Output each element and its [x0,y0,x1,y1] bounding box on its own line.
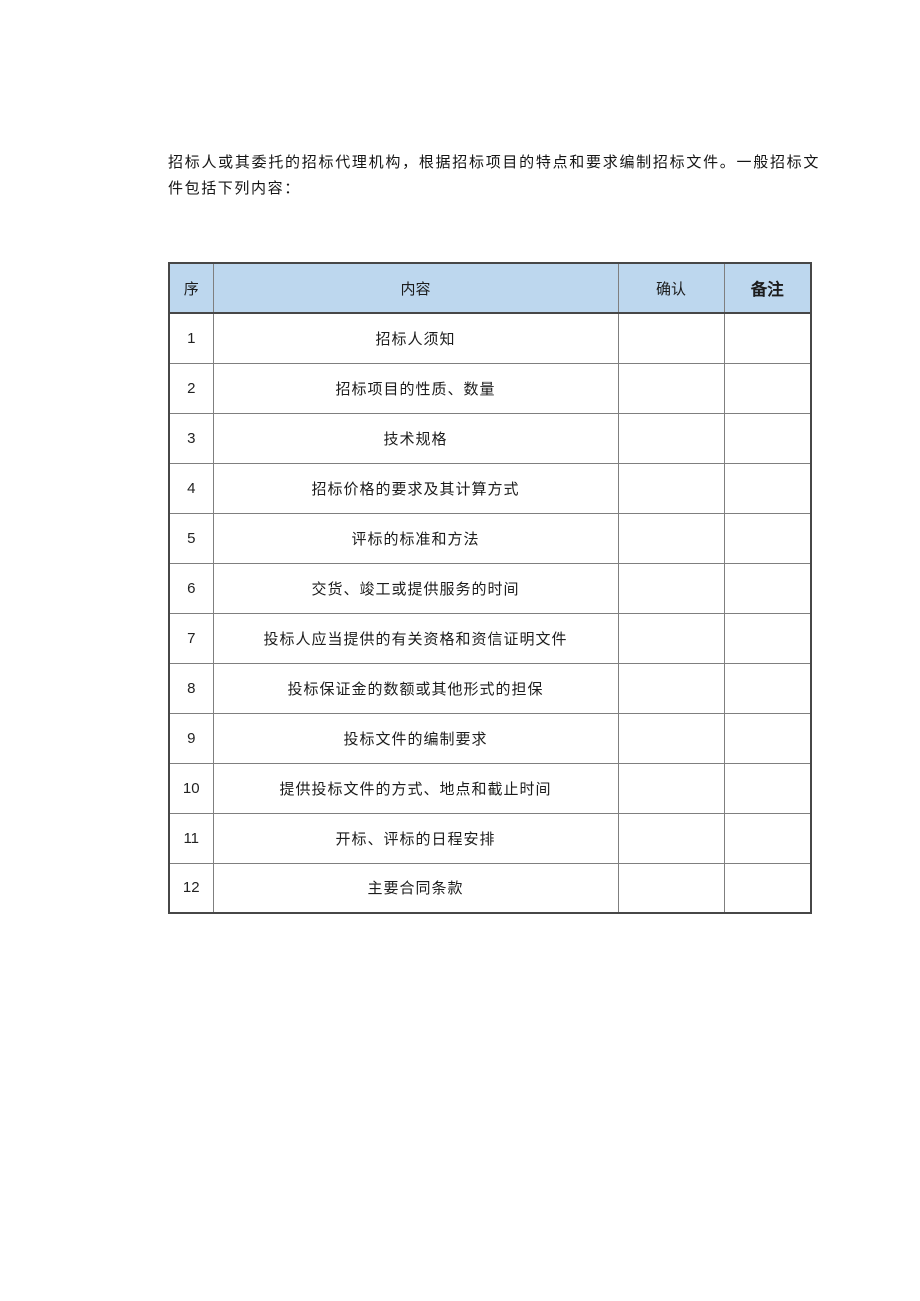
row-content: 招标人须知 [212,312,619,364]
row-number: 2 [168,362,214,414]
row-number: 1 [168,312,214,364]
row-remark-cell [723,512,812,564]
row-content: 开标、评标的日程安排 [212,812,619,864]
column-header-confirm: 确认 [617,262,725,314]
row-remark-cell [723,562,812,614]
table-row: 8 投标保证金的数额或其他形式的担保 [168,662,812,714]
row-number: 12 [168,862,214,914]
table-row: 7 投标人应当提供的有关资格和资信证明文件 [168,612,812,664]
table-row: 9 投标文件的编制要求 [168,712,812,764]
row-remark-cell [723,412,812,464]
intro-paragraph: 招标人或其委托的招标代理机构，根据招标项目的特点和要求编制招标文件。一般招标文件… [168,155,820,197]
row-confirm-cell [617,812,725,864]
row-remark-cell [723,812,812,864]
table-row: 6 交货、竣工或提供服务的时间 [168,562,812,614]
row-content: 主要合同条款 [212,862,619,914]
row-remark-cell [723,362,812,414]
row-content: 技术规格 [212,412,619,464]
row-number: 7 [168,612,214,664]
row-content: 招标价格的要求及其计算方式 [212,462,619,514]
row-confirm-cell [617,312,725,364]
row-content: 提供投标文件的方式、地点和截止时间 [212,762,619,814]
row-content: 投标文件的编制要求 [212,712,619,764]
table-row: 10 提供投标文件的方式、地点和截止时间 [168,762,812,814]
row-remark-cell [723,462,812,514]
table-row: 3 技术规格 [168,412,812,464]
row-confirm-cell [617,662,725,714]
row-confirm-cell [617,362,725,414]
table-row: 4 招标价格的要求及其计算方式 [168,462,812,514]
column-header-content: 内容 [212,262,619,314]
table-body: 1 招标人须知 2 招标项目的性质、数量 3 技术规格 4 招标价格的要求及其计… [168,312,812,914]
row-number: 4 [168,462,214,514]
row-number: 8 [168,662,214,714]
row-content: 投标保证金的数额或其他形式的担保 [212,662,619,714]
table-row: 1 招标人须知 [168,312,812,364]
table-row: 2 招标项目的性质、数量 [168,362,812,414]
row-content: 交货、竣工或提供服务的时间 [212,562,619,614]
row-remark-cell [723,662,812,714]
row-confirm-cell [617,412,725,464]
row-remark-cell [723,612,812,664]
table-row: 12 主要合同条款 [168,862,812,914]
row-content: 招标项目的性质、数量 [212,362,619,414]
row-content: 评标的标准和方法 [212,512,619,564]
row-remark-cell [723,312,812,364]
table-header: 序 内容 确认 备注 [168,262,812,314]
row-number: 3 [168,412,214,464]
row-confirm-cell [617,762,725,814]
row-confirm-cell [617,862,725,914]
table-row: 11 开标、评标的日程安排 [168,812,812,864]
row-remark-cell [723,862,812,914]
row-remark-cell [723,712,812,764]
row-number: 10 [168,762,214,814]
row-number: 6 [168,562,214,614]
table-row: 5 评标的标准和方法 [168,512,812,564]
row-confirm-cell [617,712,725,764]
row-number: 9 [168,712,214,764]
row-confirm-cell [617,562,725,614]
tender-contents-table: 序 内容 确认 备注 1 招标人须知 2 招标项目的性质、数量 3 技术规格 4… [168,262,812,914]
row-content: 投标人应当提供的有关资格和资信证明文件 [212,612,619,664]
column-header-seq: 序 [168,262,214,314]
row-number: 5 [168,512,214,564]
row-confirm-cell [617,462,725,514]
row-confirm-cell [617,512,725,564]
header-row: 序 内容 确认 备注 [168,262,812,314]
row-number: 11 [168,812,214,864]
row-remark-cell [723,762,812,814]
row-confirm-cell [617,612,725,664]
column-header-remark: 备注 [723,262,812,314]
